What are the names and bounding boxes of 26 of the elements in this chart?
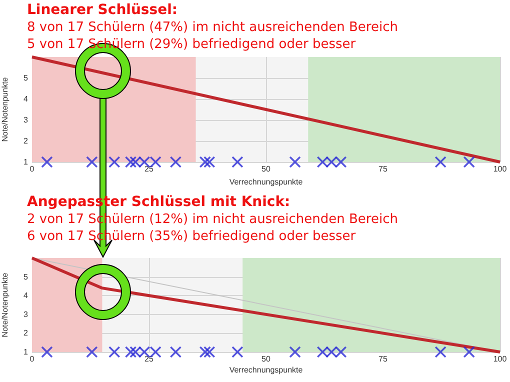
y-tick-label: 1 [24,158,29,166]
y-tick-label: 3 [24,116,29,124]
y-tick-label: 5 [24,74,29,82]
chart-title: Linearer Schlüssel: [27,2,178,19]
y-tick-label: 5 [24,272,29,282]
y-axis-title: Note/Notenpunkte [0,272,10,338]
chart-subtitle: 8 von 17 Schülern (47%) im nicht ausreichenden Bereich 5 von 17 Schülern (29%) befriedigend oder besser [27,19,398,53]
x-tick-label: 0 [30,354,35,364]
x-tick-label: 75 [378,354,388,364]
x-tick-label: 0 [30,164,35,174]
x-tick-label: 100 [493,164,508,174]
y-tick-label: 4 [24,94,29,104]
y-tick-label: 3 [24,310,29,319]
x-tick-label: 100 [493,354,508,364]
x-axis-title: Verrechnungspunkte [229,177,304,186]
x-tick-label: 50 [262,164,271,174]
x-tick-label: 25 [144,164,154,174]
x-tick-label: 25 [144,354,154,364]
y-tick-label: 4 [24,291,29,300]
x-axis-title: Verrechnungspunkte [229,366,304,374]
x-tick-label: 50 [262,354,271,364]
y-axis-title: Note/Notenpunkte [0,76,10,142]
y-tick-label: 2 [24,328,29,338]
y-tick-label: 2 [24,136,29,146]
x-tick-label: 75 [378,164,388,174]
y-tick-label: 1 [24,348,29,356]
